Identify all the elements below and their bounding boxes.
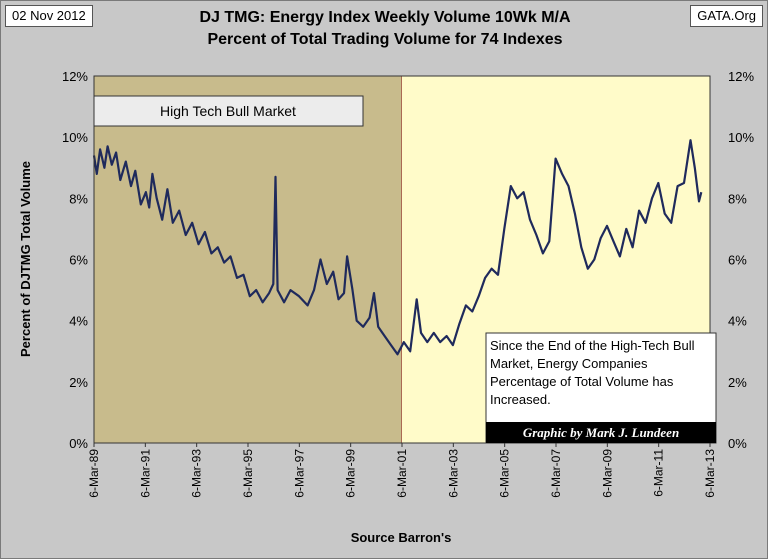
y-tick-right: 10%	[728, 130, 754, 145]
y-tick-left: 8%	[69, 191, 88, 206]
x-tick-label: 6-Mar-05	[498, 449, 512, 498]
y-tick-right: 6%	[728, 253, 747, 268]
x-tick-label: 6-Mar-95	[241, 449, 255, 498]
date-label: 02 Nov 2012	[5, 5, 93, 27]
credit-label: Graphic by Mark J. Lundeen	[523, 425, 679, 440]
y-tick-right: 2%	[728, 375, 747, 390]
y-tick-left: 0%	[69, 436, 88, 451]
y-tick-right: 8%	[728, 191, 747, 206]
x-axis-label: Source Barron's	[351, 530, 452, 545]
y-tick-left: 4%	[69, 314, 88, 329]
x-tick-label: 6-Mar-89	[87, 449, 101, 498]
y-tick-right: 0%	[728, 436, 747, 451]
y-tick-right: 4%	[728, 314, 747, 329]
high-tech-region	[93, 75, 403, 444]
y-axis-label: Percent of DJTMG Total Volume	[18, 161, 33, 357]
region-label: High Tech Bull Market	[160, 103, 296, 119]
x-tick-label: 6-Mar-97	[292, 449, 306, 498]
x-tick-label: 6-Mar-93	[190, 449, 204, 498]
x-tick-label: 6-Mar-03	[446, 449, 460, 498]
x-tick-label: 6-Mar-91	[138, 449, 152, 498]
annotation-box: Since the End of the High-Tech Bull Mark…	[485, 332, 717, 444]
region-label-box: High Tech Bull Market	[93, 95, 364, 127]
x-tick-label: 6-Mar-11	[652, 449, 666, 497]
chart-title-line1: DJ TMG: Energy Index Weekly Volume 10Wk …	[199, 9, 571, 26]
chart-title-line2: Percent of Total Trading Volume for 74 I…	[207, 31, 563, 48]
y-tick-right: 12%	[728, 69, 754, 84]
y-tick-left: 6%	[69, 253, 88, 268]
x-tick-label: 6-Mar-13	[703, 449, 717, 498]
y-tick-left: 12%	[62, 69, 88, 84]
x-tick-label: 6-Mar-99	[344, 449, 358, 498]
y-tick-left: 10%	[62, 130, 88, 145]
x-tick-label: 6-Mar-01	[395, 449, 409, 498]
x-tick-label: 6-Mar-07	[549, 449, 563, 498]
energy-volume-line	[92, 139, 703, 356]
x-tick-label: 6-Mar-09	[600, 449, 614, 498]
y-tick-left: 2%	[69, 375, 88, 390]
plot-border	[93, 75, 711, 444]
annotation-note: Since the End of the High-Tech Bull Mark…	[490, 338, 695, 407]
source-tag: GATA.Org	[690, 5, 763, 27]
